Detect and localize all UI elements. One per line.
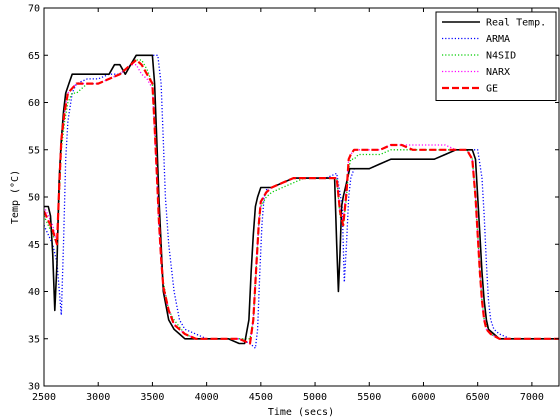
legend-label: ARMA (486, 34, 510, 45)
series-layer (44, 54, 559, 349)
y-tick-label: 70 (28, 4, 40, 15)
x-tick-label: 2500 (32, 392, 56, 403)
x-tick-label: 3500 (140, 392, 164, 403)
y-tick-label: 55 (28, 145, 40, 156)
series-line-real-temp (44, 54, 559, 345)
y-tick-label: 50 (28, 193, 40, 204)
axis-ticks: 2500 3000 3500 4000 4500 5000 5500 6000 6500 7000… (28, 4, 559, 403)
y-tick-label: 65 (28, 51, 40, 62)
x-tick-label: 5500 (357, 392, 381, 403)
x-tick-label: 6500 (466, 392, 490, 403)
y-tick-label: 40 (28, 287, 40, 298)
y-tick-label: 45 (28, 240, 40, 251)
y-tick-label: 60 (28, 98, 40, 109)
legend-label: Real Temp. (486, 18, 546, 29)
legend: Real Temp. ARMA N4SID NARX GE (435, 11, 557, 101)
x-tick-label: 4500 (249, 392, 273, 403)
y-tick-label: 30 (28, 382, 40, 393)
x-tick-label: 5000 (303, 392, 327, 403)
legend-label: GE (486, 84, 498, 95)
x-axis-label: Time (secs) (268, 407, 334, 418)
y-axis-label: Temp (°C) (10, 170, 21, 224)
x-tick-label: 3000 (86, 392, 110, 403)
legend-label: N4SID (486, 51, 516, 62)
legend-box (435, 11, 557, 101)
legend-label: NARX (486, 67, 510, 78)
x-tick-label: 6000 (411, 392, 435, 403)
series-line-narx (44, 64, 559, 345)
x-tick-label: 4000 (195, 392, 219, 403)
x-tick-label: 7000 (520, 392, 544, 403)
y-tick-label: 35 (28, 334, 40, 345)
